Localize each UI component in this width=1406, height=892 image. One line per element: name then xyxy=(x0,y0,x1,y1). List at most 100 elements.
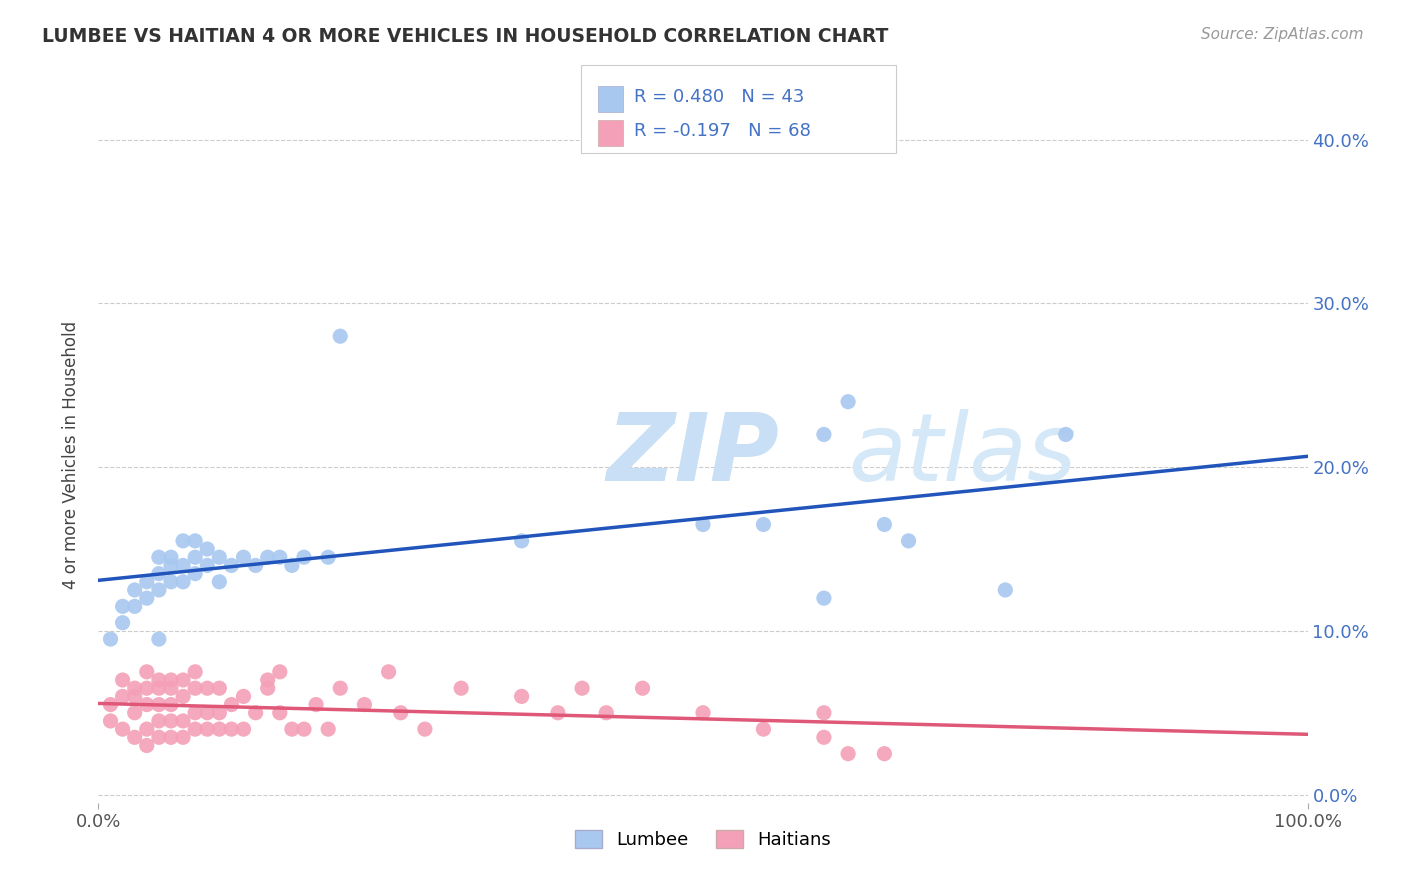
Point xyxy=(292,550,315,565)
Point xyxy=(148,582,170,597)
Point xyxy=(184,550,207,565)
Point xyxy=(160,558,183,573)
Point xyxy=(135,591,157,606)
Point xyxy=(208,550,231,565)
Point xyxy=(148,714,170,728)
Point xyxy=(208,722,231,736)
Text: R = 0.480   N = 43: R = 0.480 N = 43 xyxy=(634,88,804,106)
Point xyxy=(377,665,399,679)
Point xyxy=(172,690,194,704)
Point xyxy=(184,681,207,696)
Point xyxy=(316,550,339,565)
Point xyxy=(111,722,134,736)
Point xyxy=(873,517,896,532)
Point xyxy=(184,706,207,720)
Point xyxy=(256,673,278,687)
Point xyxy=(281,722,304,736)
Point xyxy=(148,632,170,646)
Point xyxy=(135,665,157,679)
Point xyxy=(813,731,835,745)
Point xyxy=(160,550,183,565)
Point xyxy=(148,566,170,581)
Point xyxy=(195,706,218,720)
Point xyxy=(111,599,134,614)
Point xyxy=(232,690,254,704)
Point xyxy=(148,698,170,712)
Point xyxy=(510,690,533,704)
Point xyxy=(221,722,243,736)
Point xyxy=(510,533,533,548)
Point xyxy=(172,574,194,589)
Text: ZIP: ZIP xyxy=(606,409,779,501)
Point xyxy=(124,582,146,597)
Point xyxy=(595,706,617,720)
Point xyxy=(813,591,835,606)
Point xyxy=(245,706,267,720)
Point xyxy=(195,681,218,696)
Point xyxy=(897,533,920,548)
Point xyxy=(329,329,352,343)
Point xyxy=(547,706,569,720)
Point xyxy=(100,632,122,646)
Point xyxy=(221,558,243,573)
Point xyxy=(135,574,157,589)
Point xyxy=(631,681,654,696)
Point xyxy=(172,673,194,687)
Point xyxy=(135,739,157,753)
Point xyxy=(813,427,835,442)
Point xyxy=(195,542,218,557)
Point xyxy=(124,599,146,614)
Text: LUMBEE VS HAITIAN 4 OR MORE VEHICLES IN HOUSEHOLD CORRELATION CHART: LUMBEE VS HAITIAN 4 OR MORE VEHICLES IN … xyxy=(42,27,889,45)
Point xyxy=(111,615,134,630)
Point xyxy=(873,747,896,761)
Text: atlas: atlas xyxy=(848,409,1077,500)
Point xyxy=(232,550,254,565)
Point xyxy=(195,722,218,736)
Point xyxy=(160,731,183,745)
Point xyxy=(148,681,170,696)
Point xyxy=(269,665,291,679)
Point xyxy=(111,690,134,704)
Point xyxy=(160,698,183,712)
Point xyxy=(184,665,207,679)
Point xyxy=(124,690,146,704)
Point xyxy=(135,722,157,736)
Point xyxy=(752,722,775,736)
Point xyxy=(100,698,122,712)
Point xyxy=(172,533,194,548)
Point xyxy=(245,558,267,573)
Point xyxy=(994,582,1017,597)
Point xyxy=(148,731,170,745)
Text: Source: ZipAtlas.com: Source: ZipAtlas.com xyxy=(1201,27,1364,42)
Point xyxy=(269,706,291,720)
Point xyxy=(571,681,593,696)
Point xyxy=(256,681,278,696)
Point xyxy=(692,706,714,720)
Point xyxy=(208,574,231,589)
Text: R = -0.197   N = 68: R = -0.197 N = 68 xyxy=(634,122,811,140)
Legend: Lumbee, Haitians: Lumbee, Haitians xyxy=(568,822,838,856)
Point xyxy=(305,698,328,712)
Point xyxy=(221,698,243,712)
Point xyxy=(256,550,278,565)
Point xyxy=(160,714,183,728)
Point xyxy=(148,673,170,687)
Point xyxy=(172,731,194,745)
Point xyxy=(135,681,157,696)
Point xyxy=(184,533,207,548)
Point xyxy=(208,681,231,696)
Point xyxy=(837,394,859,409)
Point xyxy=(148,550,170,565)
Point xyxy=(837,747,859,761)
Point xyxy=(111,673,134,687)
Point xyxy=(232,722,254,736)
Point xyxy=(353,698,375,712)
Point xyxy=(208,706,231,720)
Point xyxy=(692,517,714,532)
Point xyxy=(813,706,835,720)
Point xyxy=(135,698,157,712)
Point xyxy=(329,681,352,696)
Point xyxy=(450,681,472,696)
Point xyxy=(124,731,146,745)
Point xyxy=(160,574,183,589)
